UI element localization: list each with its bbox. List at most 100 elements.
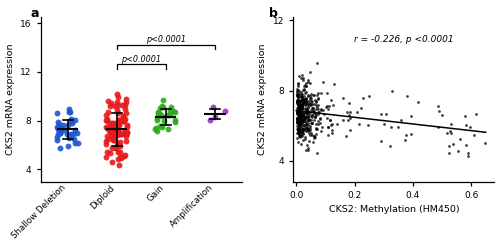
- Point: [296, 108, 304, 111]
- Point: [304, 106, 312, 110]
- Point: [300, 98, 308, 102]
- Point: [304, 102, 312, 106]
- Point: [295, 133, 303, 137]
- Point: [110, 121, 118, 125]
- Point: [295, 101, 303, 105]
- Point: [310, 109, 318, 113]
- Point: [306, 98, 314, 102]
- Point: [318, 108, 326, 111]
- Point: [301, 100, 309, 104]
- Point: [114, 129, 122, 133]
- Point: [312, 151, 320, 155]
- Point: [294, 94, 302, 98]
- Point: [293, 119, 301, 123]
- Point: [324, 124, 332, 128]
- Point: [298, 112, 306, 116]
- Point: [306, 92, 314, 96]
- Point: [294, 122, 302, 126]
- Point: [300, 116, 308, 120]
- Point: [314, 97, 322, 101]
- Point: [294, 127, 302, 131]
- Point: [447, 122, 455, 125]
- Point: [378, 112, 386, 116]
- Point: [300, 117, 308, 121]
- Point: [296, 122, 304, 125]
- Point: [164, 113, 172, 117]
- Point: [296, 108, 304, 112]
- Point: [311, 98, 319, 102]
- Point: [302, 102, 310, 106]
- Point: [302, 108, 310, 112]
- Point: [298, 97, 306, 101]
- Point: [294, 129, 302, 133]
- Point: [296, 114, 304, 118]
- Point: [304, 94, 312, 98]
- Point: [434, 104, 442, 108]
- Point: [299, 127, 307, 131]
- Point: [301, 103, 309, 107]
- Point: [295, 111, 303, 115]
- Point: [300, 87, 308, 91]
- Point: [294, 110, 302, 114]
- Point: [300, 118, 308, 122]
- Point: [299, 132, 307, 136]
- Point: [64, 144, 72, 148]
- Point: [306, 81, 314, 85]
- Point: [67, 132, 75, 136]
- Point: [294, 74, 302, 78]
- Point: [67, 119, 75, 123]
- Point: [302, 122, 310, 126]
- Point: [159, 105, 167, 109]
- Point: [304, 125, 312, 129]
- Point: [294, 119, 302, 123]
- Point: [296, 131, 304, 135]
- Point: [394, 125, 402, 129]
- Point: [294, 88, 302, 92]
- Point: [114, 111, 122, 115]
- Point: [102, 125, 110, 129]
- Point: [293, 111, 301, 115]
- Point: [303, 111, 311, 115]
- Point: [114, 157, 122, 161]
- Point: [294, 92, 302, 96]
- Point: [328, 122, 336, 125]
- Point: [301, 135, 309, 139]
- Point: [306, 110, 314, 114]
- Point: [327, 98, 335, 102]
- Point: [308, 121, 316, 124]
- Point: [110, 133, 118, 137]
- Point: [302, 115, 310, 119]
- Point: [72, 128, 80, 132]
- Point: [312, 127, 320, 131]
- Point: [294, 107, 302, 111]
- Point: [299, 115, 307, 119]
- Point: [304, 80, 312, 84]
- Point: [296, 118, 304, 122]
- Point: [302, 148, 310, 152]
- Point: [171, 110, 179, 114]
- Point: [314, 103, 322, 107]
- Point: [109, 130, 117, 134]
- Point: [302, 108, 310, 112]
- Point: [293, 120, 301, 124]
- Point: [121, 153, 129, 157]
- Point: [74, 141, 82, 145]
- Point: [114, 118, 122, 122]
- Point: [296, 116, 304, 120]
- Point: [295, 129, 303, 133]
- Point: [306, 123, 314, 127]
- Point: [296, 77, 304, 80]
- Point: [296, 114, 304, 118]
- Point: [377, 139, 385, 143]
- Point: [295, 94, 303, 98]
- Point: [158, 104, 166, 108]
- Point: [294, 104, 302, 108]
- Point: [293, 98, 301, 102]
- Point: [300, 84, 308, 88]
- Point: [108, 101, 116, 105]
- Point: [308, 99, 316, 103]
- Point: [297, 119, 305, 123]
- Point: [300, 94, 308, 98]
- Point: [296, 124, 304, 128]
- Point: [302, 124, 310, 128]
